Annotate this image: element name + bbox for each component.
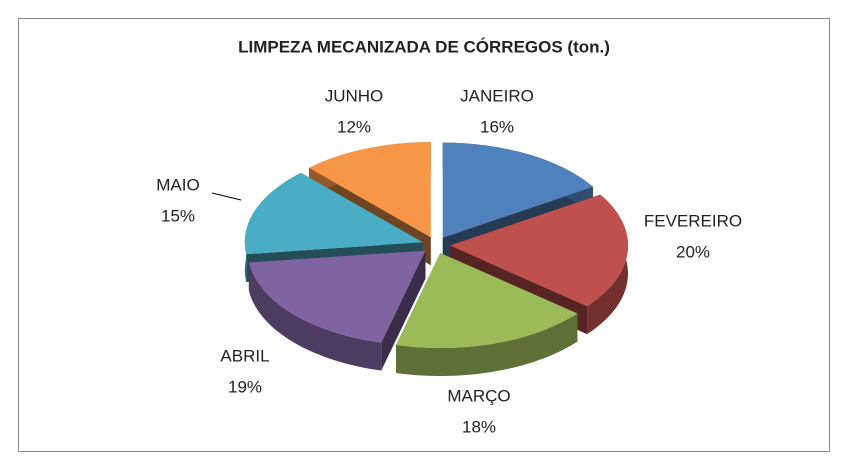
slice [396, 253, 578, 348]
data-label-name: FEVEREIRO [644, 211, 742, 230]
data-label-value: 15% [161, 206, 195, 225]
slice [450, 194, 628, 307]
data-label-value: 12% [337, 117, 371, 136]
leader-line [211, 192, 242, 201]
data-label-value: 16% [480, 117, 514, 136]
slice-side [396, 313, 578, 376]
slice [309, 142, 431, 238]
slice [442, 142, 593, 238]
data-label-value: 18% [462, 417, 496, 436]
slice [396, 253, 578, 376]
data-label-name: ABRIL [220, 346, 269, 365]
data-label-name: JANEIRO [460, 86, 534, 105]
slice [244, 172, 423, 255]
data-label-value: 20% [676, 242, 710, 261]
data-label-name: JUNHO [325, 86, 384, 105]
data-label-name: MAIO [156, 175, 199, 194]
data-label-value: 19% [228, 377, 262, 396]
slice-side [248, 262, 382, 371]
slice [248, 250, 426, 371]
data-label-name: MARÇO [447, 386, 510, 405]
chart-title: LIMPEZA MECANIZADA DE CÓRREGOS (ton.) [238, 37, 610, 56]
slice-side [381, 250, 426, 371]
slice [248, 250, 426, 343]
